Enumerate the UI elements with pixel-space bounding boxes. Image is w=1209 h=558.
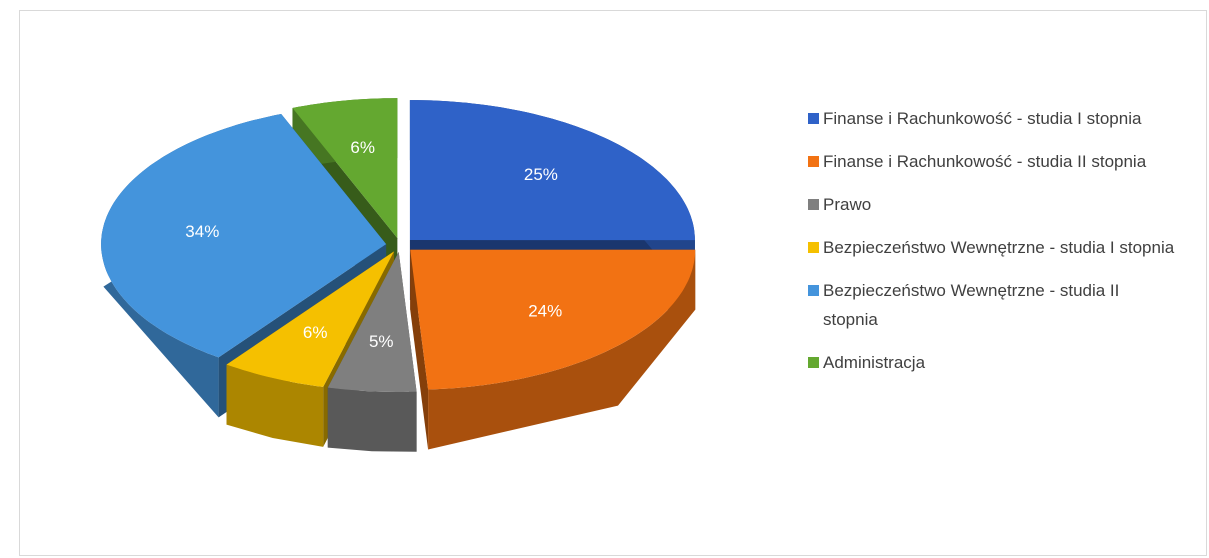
- legend-item: Prawo: [808, 190, 1198, 219]
- legend: Finanse i Rachunkowość - studia I stopni…: [808, 104, 1198, 377]
- legend-swatch: [808, 285, 819, 296]
- slice-side: [327, 387, 417, 452]
- slice-top: [292, 98, 398, 239]
- legend-item: Bezpieczeństwo Wewnętrzne - studia II st…: [808, 276, 1198, 334]
- data-label: 6%: [350, 138, 375, 157]
- legend-swatch: [808, 242, 819, 253]
- slice-top: [410, 249, 696, 390]
- legend-swatch: [808, 113, 819, 124]
- legend-label: Finanse i Rachunkowość - studia I stopni…: [823, 109, 1142, 128]
- slice-side: [428, 249, 696, 450]
- legend-label: Bezpieczeństwo Wewnętrzne - studia I sto…: [823, 238, 1175, 257]
- chart-frame: [19, 10, 1207, 556]
- slice: [410, 249, 696, 450]
- data-label: 34%: [185, 222, 219, 241]
- data-label: 6%: [303, 323, 328, 342]
- slice-top: [101, 114, 387, 358]
- slice-cut-face: [410, 249, 429, 450]
- legend-label: Finanse i Rachunkowość - studia II stopn…: [823, 152, 1147, 171]
- legend-item: Finanse i Rachunkowość - studia II stopn…: [808, 147, 1198, 176]
- legend-swatch: [808, 156, 819, 167]
- data-label: 5%: [369, 332, 394, 351]
- slice-side: [226, 364, 324, 447]
- legend-item: Administracja: [808, 348, 1198, 377]
- legend-item: Finanse i Rachunkowość - studia I stopni…: [808, 104, 1198, 133]
- legend-label: Administracja: [823, 353, 926, 372]
- slice-top: [327, 251, 417, 392]
- legend-swatch: [808, 357, 819, 368]
- legend-label: Prawo: [823, 195, 872, 214]
- slice: [327, 251, 417, 452]
- data-label: 25%: [524, 165, 558, 184]
- slice-top: [409, 100, 695, 241]
- legend-swatch: [808, 199, 819, 210]
- data-label: 24%: [528, 302, 562, 321]
- slice-top: [226, 251, 395, 387]
- legend-item: Bezpieczeństwo Wewnętrzne - studia I sto…: [808, 233, 1198, 262]
- legend-label: Bezpieczeństwo Wewnętrzne - studia II st…: [823, 281, 1120, 329]
